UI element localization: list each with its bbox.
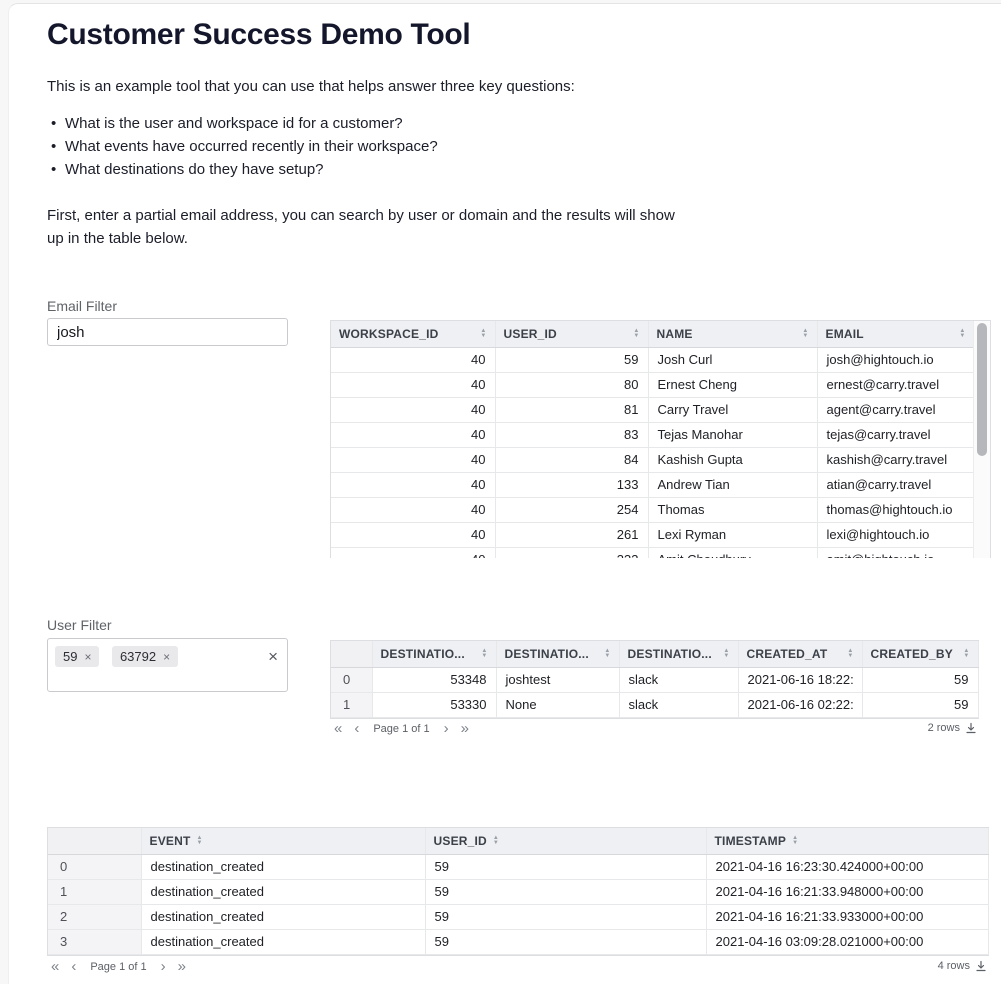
- user-filter-label: User Filter: [47, 617, 112, 633]
- table-row: 40 84 Kashish Gupta kashish@carry.travel: [331, 447, 975, 473]
- clear-all-icon[interactable]: ×: [268, 647, 278, 666]
- column-header-user-id[interactable]: USER_ID ▲ ▼: [425, 828, 707, 855]
- table-row: 1 53330 None slack 2021-06-16 02:22: 59: [331, 692, 979, 718]
- list-item: What is the user and workspace id for a …: [47, 112, 438, 135]
- events-row-count: 4 rows: [938, 960, 987, 972]
- instructions-text: First, enter a partial email address, yo…: [47, 207, 675, 247]
- filter-tag[interactable]: 59 ×: [55, 646, 100, 667]
- destinations-pagination: « ‹ Page 1 of 1 › »: [334, 721, 469, 736]
- column-header-destination-id[interactable]: DESTINATIO... ▲ ▼: [372, 641, 497, 668]
- last-page-button[interactable]: »: [460, 720, 469, 737]
- table-row: 0 destination_created 59 2021-04-16 16:23:3…: [48, 854, 989, 880]
- table-row: 1 destination_created 59 2021-04-16 16:21:3…: [48, 879, 989, 905]
- next-page-button[interactable]: ›: [443, 720, 449, 737]
- table-row: 0 53348 joshtest slack 2021-06-16 18:22: 59: [331, 667, 979, 693]
- table-row: 40 261 Lexi Ryman lexi@hightouch.io: [331, 522, 975, 548]
- table-row: 40 80 Ernest Cheng ernest@carry.travel: [331, 372, 975, 398]
- table-row: 40 81 Carry Travel agent@carry.travel: [331, 397, 975, 423]
- sort-icon[interactable]: ▲ ▼: [196, 834, 203, 846]
- page-indicator: Page 1 of 1: [90, 960, 147, 973]
- destinations-table: DESTINATIO... ▲ ▼ DESTINATIO... ▲ ▼ DESTINAT…: [330, 640, 979, 719]
- destinations-row-count: 2 rows: [928, 722, 977, 734]
- table-header-row: WORKSPACE_ID ▲ ▼ USER_ID ▲ ▼ NAME ▲ ▼ EMAIL ▲ ▼: [331, 321, 975, 348]
- key-questions-list: What is the user and workspace id for a …: [47, 112, 438, 181]
- sort-icon[interactable]: ▲ ▼: [492, 834, 500, 846]
- table-row: 40 83 Tejas Manohar tejas@carry.travel: [331, 422, 975, 448]
- column-header-created-by[interactable]: CREATED_BY ▲ ▼: [862, 641, 979, 668]
- events-table: EVENT ▲ ▼ USER_ID ▲ ▼ TIMESTAMP ▲ ▼ 0 destinati…: [47, 827, 989, 956]
- column-header-name[interactable]: NAME ▲ ▼: [648, 321, 818, 348]
- user-filter-multiselect[interactable]: 59 × 63792 × ×: [47, 638, 288, 692]
- table-row: 40 133 Andrew Tian atian@carry.travel: [331, 472, 975, 498]
- sort-icon[interactable]: ▲ ▼: [847, 647, 854, 659]
- last-page-button[interactable]: »: [177, 958, 186, 975]
- column-header-email[interactable]: EMAIL ▲ ▼: [817, 321, 975, 348]
- table-header-row: EVENT ▲ ▼ USER_ID ▲ ▼ TIMESTAMP ▲ ▼: [48, 828, 989, 855]
- sort-icon[interactable]: ▲ ▼: [802, 327, 809, 339]
- sort-icon[interactable]: ▲ ▼: [633, 327, 640, 339]
- sort-icon[interactable]: ▲ ▼: [963, 647, 970, 659]
- remove-tag-icon[interactable]: ×: [163, 649, 171, 664]
- table-row: 40333Amit Choudhuryamit@hightouch.io: [331, 547, 975, 558]
- sort-icon[interactable]: ▲ ▼: [792, 834, 799, 846]
- table-row: 40 254 Thomas thomas@hightouch.io: [331, 497, 975, 523]
- table-row: 2 destination_created 59 2021-04-16 16:21:3…: [48, 904, 989, 930]
- email-filter-input[interactable]: [47, 318, 288, 346]
- sort-icon[interactable]: ▲ ▼: [723, 647, 730, 659]
- prev-page-button[interactable]: ‹: [354, 720, 360, 737]
- column-header-created-at[interactable]: CREATED_AT ▲ ▼: [738, 641, 863, 668]
- table-header-row: DESTINATIO... ▲ ▼ DESTINATIO... ▲ ▼ DESTINAT…: [331, 641, 979, 668]
- download-icon[interactable]: [975, 960, 987, 972]
- column-header-workspace-id[interactable]: WORKSPACE_ID ▲ ▼: [331, 321, 496, 348]
- sort-icon[interactable]: ▲ ▼: [481, 647, 488, 659]
- page-title: Customer Success Demo Tool: [47, 18, 471, 51]
- first-page-button[interactable]: «: [334, 720, 343, 737]
- sort-icon[interactable]: ▲ ▼: [480, 327, 487, 339]
- index-column-header: [48, 828, 142, 855]
- column-header-destination-type[interactable]: DESTINATIO... ▲ ▼: [619, 641, 739, 668]
- filter-tag[interactable]: 63792 ×: [111, 646, 179, 667]
- column-header-timestamp[interactable]: TIMESTAMP ▲ ▼: [706, 828, 989, 855]
- download-icon[interactable]: [965, 722, 977, 734]
- vertical-scrollbar-track[interactable]: [973, 321, 990, 558]
- vertical-scrollbar-thumb[interactable]: [977, 323, 987, 456]
- events-pagination: « ‹ Page 1 of 1 › »: [51, 959, 186, 974]
- table-row: 40 59 Josh Curl josh@hightouch.io: [331, 347, 975, 373]
- index-column-header: [331, 641, 373, 668]
- first-page-button[interactable]: «: [51, 958, 60, 975]
- column-header-event[interactable]: EVENT ▲ ▼: [141, 828, 426, 855]
- next-page-button[interactable]: ›: [160, 958, 166, 975]
- users-table: WORKSPACE_ID ▲ ▼ USER_ID ▲ ▼ NAME ▲ ▼ EMAIL ▲ ▼ …: [330, 320, 991, 558]
- email-filter-label: Email Filter: [47, 298, 118, 314]
- column-header-user-id[interactable]: USER_ID ▲ ▼: [495, 321, 649, 348]
- sort-icon[interactable]: ▲ ▼: [604, 647, 611, 659]
- sort-icon[interactable]: ▲ ▼: [959, 327, 966, 339]
- intro-text: This is an example tool that you can use…: [47, 78, 575, 95]
- list-item: What destinations do they have setup?: [47, 158, 438, 181]
- column-header-destination-name[interactable]: DESTINATIO... ▲ ▼: [496, 641, 620, 668]
- table-row: 3 destination_created 59 2021-04-16 03:09:2…: [48, 929, 989, 955]
- page-indicator: Page 1 of 1: [373, 722, 430, 735]
- list-item: What events have occurred recently in th…: [47, 135, 438, 158]
- prev-page-button[interactable]: ‹: [71, 958, 77, 975]
- remove-tag-icon[interactable]: ×: [84, 649, 92, 664]
